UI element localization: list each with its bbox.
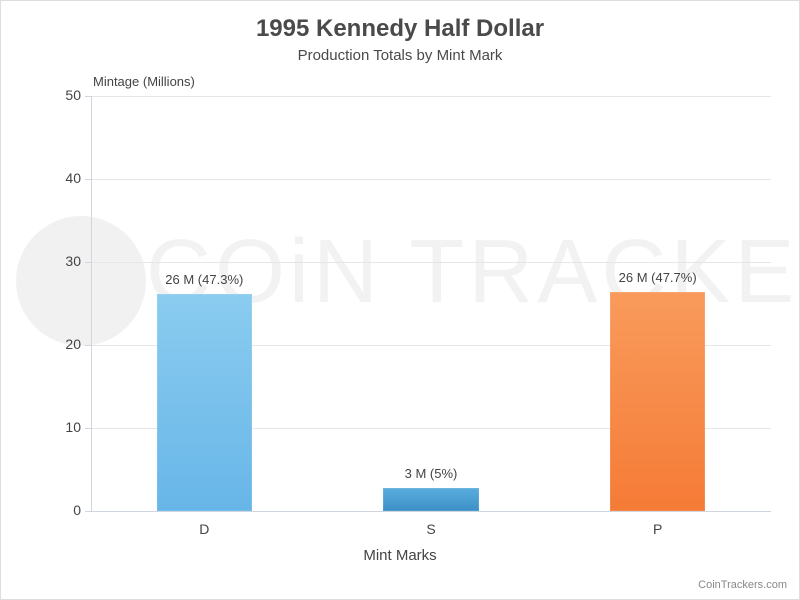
credit-text: CoinTrackers.com: [698, 579, 787, 591]
bar[interactable]: [610, 292, 705, 511]
y-tick-label: 10: [51, 419, 81, 435]
x-tick-label: D: [91, 521, 318, 537]
chart-subtitle: Production Totals by Mint Mark: [1, 47, 799, 64]
x-tick-label: S: [318, 521, 545, 537]
bar[interactable]: [157, 294, 252, 511]
x-axis-line: [91, 511, 771, 512]
x-axis-title: Mint Marks: [1, 547, 799, 564]
y-tick-mark: [85, 345, 91, 346]
y-tick-mark: [85, 262, 91, 263]
y-tick-label: 20: [51, 336, 81, 352]
chart-title: 1995 Kennedy Half Dollar: [1, 15, 799, 43]
y-tick-mark: [85, 179, 91, 180]
y-tick-label: 0: [51, 502, 81, 518]
y-axis-label: Mintage (Millions): [93, 74, 195, 89]
y-tick-label: 30: [51, 253, 81, 269]
bar[interactable]: [383, 488, 478, 511]
plot-area: [91, 96, 771, 511]
bar-data-label: 26 M (47.3%): [91, 272, 318, 287]
y-tick-mark: [85, 96, 91, 97]
bar-data-label: 3 M (5%): [318, 466, 545, 481]
grid-line: [91, 179, 771, 180]
bar-data-label: 26 M (47.7%): [544, 270, 771, 285]
grid-line: [91, 96, 771, 97]
grid-line: [91, 262, 771, 263]
y-tick-label: 40: [51, 170, 81, 186]
x-tick-label: P: [544, 521, 771, 537]
y-tick-mark: [85, 511, 91, 512]
y-tick-mark: [85, 428, 91, 429]
chart-container: COiN TRACKERS 1995 Kennedy Half Dollar P…: [0, 0, 800, 600]
y-axis-line: [91, 96, 92, 511]
y-tick-label: 50: [51, 87, 81, 103]
